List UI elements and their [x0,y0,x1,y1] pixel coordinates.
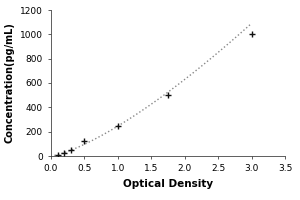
Point [62,151,67,155]
X-axis label: Optical Density: Optical Density [123,179,213,189]
Point [166,94,170,97]
Point [82,139,87,142]
Point [249,33,254,36]
Y-axis label: Concentration(pg/mL): Concentration(pg/mL) [4,23,14,143]
Point [116,124,120,127]
Point [69,148,74,152]
Point [55,153,60,156]
